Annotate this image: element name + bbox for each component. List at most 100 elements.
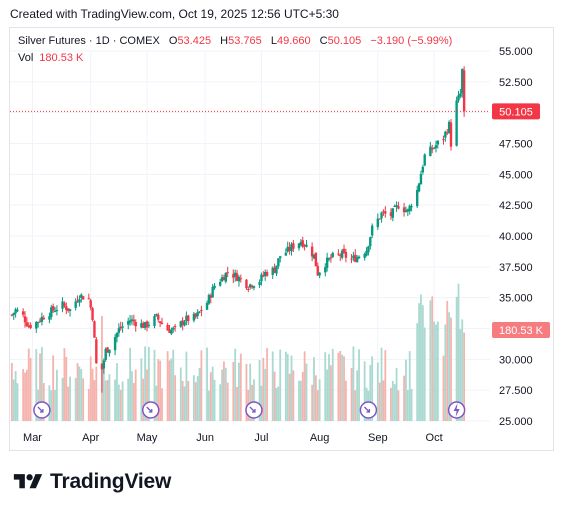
volume-bar	[435, 324, 437, 421]
volume-bar	[236, 386, 238, 421]
volume-bar	[91, 368, 94, 421]
volume-bar	[63, 348, 66, 421]
candle-body	[155, 313, 158, 316]
candle-body	[367, 246, 370, 253]
candle-body	[179, 321, 182, 327]
candle-body	[357, 256, 361, 259]
volume-bar	[104, 380, 107, 421]
volume-bar	[433, 321, 435, 421]
volume-bar	[303, 351, 306, 421]
volume-bar	[61, 377, 64, 421]
volume-bar	[209, 372, 212, 421]
candle-body	[81, 296, 85, 300]
volume-bar	[391, 381, 394, 421]
volume-bar	[305, 363, 308, 421]
candle-body	[160, 322, 164, 324]
candle-body	[431, 147, 434, 150]
volume-bar	[147, 346, 150, 421]
x-tick-label: Sep	[368, 432, 388, 444]
candle-body	[222, 277, 226, 281]
candle-body	[324, 267, 327, 273]
volume-bar	[129, 347, 131, 421]
volume-bar	[343, 356, 345, 421]
candle-body	[145, 321, 149, 328]
volume-bar	[284, 351, 287, 421]
candle-body	[265, 272, 269, 276]
volume-bar	[208, 390, 210, 421]
volume-bar	[29, 357, 32, 421]
volume-bar	[271, 351, 274, 421]
volume-bar	[168, 360, 171, 421]
volume-bar	[376, 362, 379, 421]
volume-bar	[185, 351, 188, 421]
volume-bar	[161, 388, 163, 421]
candle-body	[200, 309, 203, 312]
volume-bar	[226, 382, 229, 421]
candle-body	[218, 282, 222, 286]
volume-bar	[253, 379, 255, 421]
lightning-icon	[453, 403, 460, 417]
volume-bar	[166, 351, 169, 421]
brand-name: TradingView	[50, 470, 172, 493]
candle-body	[419, 173, 423, 185]
volume-bar	[187, 380, 190, 421]
price-badge-label: 50.105	[499, 106, 533, 118]
candle-body	[51, 306, 55, 311]
y-tick-label: 40.000	[499, 231, 533, 243]
candle-body	[446, 132, 449, 134]
candle-body	[327, 258, 331, 260]
volume-bar	[52, 355, 55, 421]
candle-body	[134, 321, 137, 327]
legend-row: Silver Futures · 1D · COMEX O53.425 H53.…	[18, 35, 452, 47]
candle-body	[299, 241, 303, 246]
volume-bar	[80, 369, 83, 421]
volume-bar	[89, 356, 92, 421]
candle-body	[245, 279, 248, 289]
candle-body	[397, 206, 400, 209]
volume-bar	[108, 374, 111, 421]
y-tick-label: 42.500	[499, 200, 533, 212]
candle-body	[192, 313, 196, 321]
volume-bar	[127, 378, 130, 421]
volume-bar	[279, 349, 282, 421]
volume-bar	[41, 347, 43, 421]
candle-body	[181, 320, 184, 325]
candle-body	[429, 146, 432, 157]
volume-bar	[54, 389, 56, 421]
volume-bar	[450, 317, 452, 421]
candle-body	[408, 205, 411, 212]
candle-body	[173, 326, 177, 328]
candle-body	[376, 218, 380, 227]
volume-bar	[292, 370, 295, 421]
volume-bar	[463, 332, 466, 421]
volume-bar	[121, 381, 124, 421]
volume-bar	[337, 352, 340, 421]
candle-body	[117, 328, 121, 333]
candle-body	[226, 272, 229, 274]
volume-bar	[198, 367, 201, 421]
candle-body	[102, 360, 106, 369]
candle-body	[264, 272, 267, 277]
volume-bar	[423, 327, 426, 421]
volume-bar	[371, 356, 374, 421]
volume-badge	[492, 322, 550, 338]
candle-body	[80, 294, 83, 298]
chart-panel[interactable]	[9, 27, 554, 451]
candle-body	[331, 252, 334, 258]
candle-body	[247, 288, 250, 290]
volume-bar	[223, 361, 225, 421]
candle-body	[303, 245, 306, 247]
candle-body	[132, 319, 136, 322]
volume-bar	[406, 390, 409, 421]
volume-bar	[140, 358, 143, 421]
candle-body	[455, 100, 458, 146]
volume-bar	[324, 352, 327, 421]
candle-body	[21, 311, 25, 315]
candle-body	[53, 311, 57, 313]
volume-bar	[266, 348, 268, 421]
candle-body	[142, 323, 145, 328]
tradingview-logo[interactable]: TradingView	[12, 470, 171, 494]
volume-bar	[106, 379, 109, 421]
x-tick-label: Apr	[82, 432, 99, 444]
